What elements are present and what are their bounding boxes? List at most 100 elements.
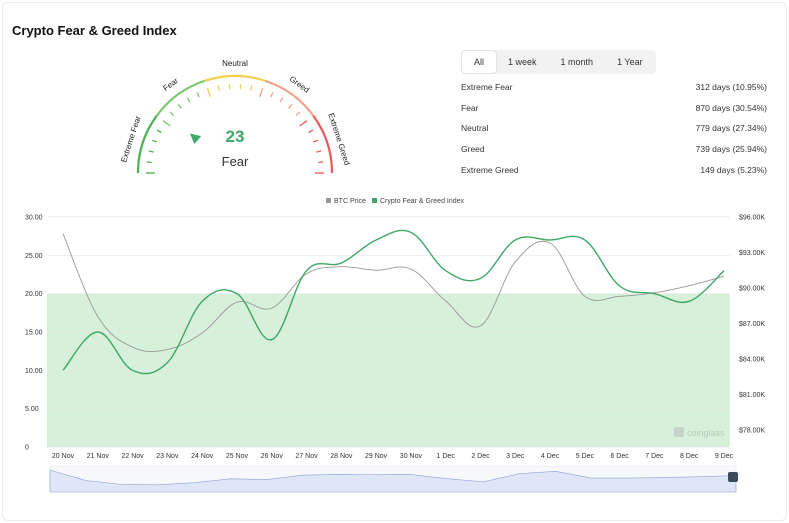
x-tick-label: 2 Dec <box>471 453 490 460</box>
tab-all[interactable]: All <box>462 51 497 73</box>
gauge-arc-neutral <box>204 74 266 82</box>
y-right-tick-label: $81.00K <box>739 392 765 399</box>
legend-label-btc[interactable]: BTC Price <box>334 198 366 205</box>
x-tick-label: 7 Dec <box>645 453 664 460</box>
x-tick-label: 25 Nov <box>226 453 249 460</box>
sentiment-stats: Extreme Fear 312 days (10.95%) Fear 870 … <box>461 79 767 182</box>
gauge-tick <box>308 129 314 134</box>
x-tick-label: 3 Dec <box>506 453 525 460</box>
gauge-tick <box>146 161 152 164</box>
gauge-tick <box>156 129 162 134</box>
gauge-segment-label: Neutral <box>222 59 248 68</box>
stat-label: Extreme Greed <box>461 164 519 175</box>
x-tick-label: 29 Nov <box>365 453 388 460</box>
gauge-arc-extreme-greed <box>312 115 334 174</box>
gauge-tick <box>186 97 191 103</box>
navigator-area <box>49 469 737 493</box>
stat-label: Extreme Fear <box>461 82 513 92</box>
y-right-tick-label: $96.00K <box>739 215 765 222</box>
gauge-label: Fear <box>221 154 249 169</box>
y-left-tick-label: 30.00 <box>25 215 43 222</box>
gauge-segment-label: Fear <box>161 76 180 93</box>
y-left-tick-label: 5.00 <box>25 406 39 413</box>
stat-row-extreme-fear: Extreme Fear 312 days (10.95%) <box>461 79 767 100</box>
legend-label-fgi[interactable]: Crypto Fear & Greed Index <box>380 198 465 205</box>
x-tick-label: 8 Dec <box>680 453 699 460</box>
x-tick-label: 6 Dec <box>610 453 629 460</box>
gauge-value: 23 <box>225 127 245 146</box>
gauge-tick <box>270 92 274 98</box>
gauge-needle <box>189 133 202 145</box>
btc-price-line <box>62 233 725 352</box>
x-tick-label: 1 Dec <box>437 453 456 460</box>
fear-greed-line <box>62 229 725 375</box>
stat-row-greed: Greed 739 days (25.94%) <box>461 141 767 162</box>
y-left-tick-label: 0 <box>25 445 29 452</box>
y-left-tick-label: 10.00 <box>25 368 43 375</box>
gauge-arc-extreme-fear <box>136 115 158 174</box>
y-left-tick-label: 25.00 <box>25 253 43 260</box>
stat-row-extreme-greed: Extreme Greed 149 days (5.23%) <box>461 162 767 183</box>
stat-label: Neutral <box>461 123 489 134</box>
x-tick-label: 22 Nov <box>121 453 144 460</box>
gauge-arc-greed <box>264 79 315 117</box>
stat-value: 779 days (27.34%) <box>695 123 767 134</box>
gauge-tick <box>196 92 200 98</box>
tab-1-month[interactable]: 1 month <box>560 57 594 67</box>
x-tick-label: 23 Nov <box>156 453 179 460</box>
gauge-tick <box>295 111 301 116</box>
navigator-handle[interactable] <box>728 472 738 482</box>
stat-value: 312 days (10.95%) <box>695 82 767 92</box>
x-tick-label: 27 Nov <box>295 453 318 460</box>
x-tick-label: 26 Nov <box>261 453 284 460</box>
gauge-tick <box>259 88 264 98</box>
page-title: Crypto Fear & Greed Index <box>12 23 177 38</box>
range-navigator[interactable] <box>0 462 789 502</box>
y-left-tick-label: 20.00 <box>25 291 43 298</box>
range-tabs: All 1 week 1 month 1 Year <box>461 50 656 74</box>
gauge-tick <box>316 150 322 153</box>
gauge-tick <box>318 161 324 164</box>
gauge-tick <box>206 88 211 98</box>
gauge-tick <box>312 139 318 143</box>
y-right-tick-label: $78.00K <box>739 428 765 435</box>
gauge-segment-label: Greed <box>288 74 311 94</box>
legend-swatch-btc <box>326 198 331 203</box>
gauge-tick <box>148 150 154 153</box>
legend-swatch-fgi <box>372 198 377 203</box>
gauge-tick <box>279 97 284 103</box>
y-right-tick-label: $84.00K <box>739 357 765 364</box>
gauge-tick <box>169 111 175 116</box>
tab-1-year[interactable]: 1 Year <box>617 57 643 67</box>
x-tick-label: 9 Dec <box>715 453 734 460</box>
y-left-tick-label: 15.00 <box>25 330 43 337</box>
fear-greed-vs-btc-chart: 30.00 25.00 20.00 15.00 10.00 5.00 0 $96.00K $93… <box>25 198 765 460</box>
stat-value: 149 days (5.23%) <box>700 164 767 175</box>
gauge-tick <box>299 120 308 127</box>
x-tick-label: 28 Nov <box>330 453 353 460</box>
stat-row-neutral: Neutral 779 days (27.34%) <box>461 120 767 141</box>
stat-value: 739 days (25.94%) <box>695 144 767 155</box>
x-tick-label: 20 Nov <box>52 453 75 460</box>
x-tick-label: 21 Nov <box>87 453 110 460</box>
x-tick-label: 5 Dec <box>576 453 595 460</box>
gauge-arc-fear <box>155 79 206 117</box>
gauge-tick <box>288 104 293 109</box>
gauge-tick <box>162 120 171 127</box>
stat-row-fear: Fear 870 days (30.54%) <box>461 100 767 121</box>
gauge-tick <box>250 85 253 91</box>
y-right-tick-label: $90.00K <box>739 286 765 293</box>
coinglass-logo-icon <box>674 427 684 437</box>
gauge-tick <box>217 85 220 91</box>
stat-label: Greed <box>461 144 485 155</box>
chart-legend: BTC Price Crypto Fear & Greed Index <box>326 198 465 205</box>
gauge-tick <box>177 104 182 109</box>
tab-1-week[interactable]: 1 week <box>508 57 537 67</box>
y-right-tick-label: $93.00K <box>739 250 765 257</box>
watermark-text: coinglass <box>687 428 725 438</box>
stat-value: 870 days (30.54%) <box>695 102 767 113</box>
y-right-tick-label: $87.00K <box>739 321 765 328</box>
x-tick-label: 24 Nov <box>191 453 214 460</box>
stat-label: Fear <box>461 102 479 113</box>
